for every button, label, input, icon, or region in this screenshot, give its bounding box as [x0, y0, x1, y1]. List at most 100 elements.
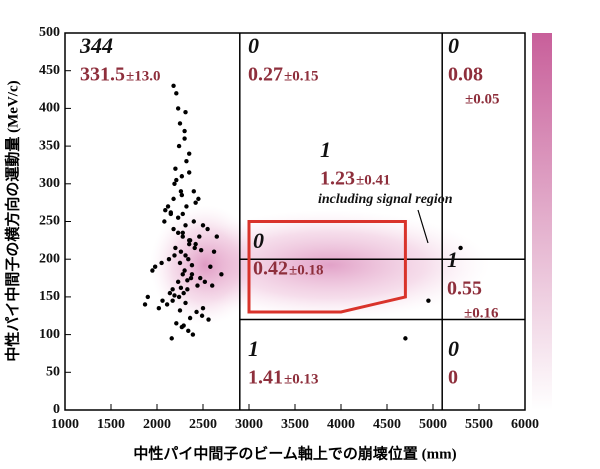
point — [175, 279, 181, 285]
x-tick-label: 1000 — [51, 417, 79, 432]
x-tick-label: 3500 — [281, 417, 309, 432]
point — [177, 308, 183, 313]
point — [178, 189, 184, 194]
point — [176, 294, 182, 300]
point — [180, 272, 185, 277]
event-count: 0 — [253, 228, 264, 253]
error: ±13.0 — [126, 68, 160, 84]
point — [176, 143, 182, 149]
point — [188, 275, 194, 281]
point — [182, 136, 187, 141]
point — [196, 196, 201, 202]
signal-box — [247, 220, 407, 314]
point — [194, 309, 199, 315]
point — [210, 283, 215, 288]
error: ±0.41 — [356, 172, 390, 188]
point — [171, 83, 176, 88]
point — [187, 241, 192, 247]
error: ±0.18 — [289, 262, 323, 278]
point — [175, 230, 181, 236]
point — [214, 234, 219, 239]
point — [458, 245, 463, 251]
point — [197, 234, 202, 239]
point — [175, 215, 181, 220]
x-tick-label: 5500 — [465, 417, 493, 432]
point — [189, 272, 195, 277]
x-axis-label: 中性パイ中間子のビーム軸上での崩壊位置 (mm) — [133, 444, 456, 462]
y-axis-label: 中性パイ中間子の横方向の運動量 (MeV/c) — [3, 80, 21, 361]
x-tick-label: 5000 — [419, 417, 447, 432]
y-tick-label: 200 — [39, 251, 60, 266]
point — [180, 234, 185, 239]
y-tick-label: 250 — [39, 214, 60, 229]
point — [178, 249, 184, 254]
point — [183, 223, 188, 228]
point — [172, 293, 177, 298]
y-tick-label: 300 — [39, 176, 60, 191]
point — [187, 238, 192, 243]
y-tick-label: 350 — [39, 138, 60, 153]
point — [163, 207, 168, 213]
point — [183, 109, 188, 115]
y-tick-label: 500 — [39, 25, 60, 40]
x-tick-label: 4000 — [327, 417, 355, 432]
point — [177, 121, 183, 126]
point — [179, 192, 185, 198]
note: including signal region — [318, 192, 453, 207]
x-tick-label: 6000 — [511, 417, 539, 432]
point — [171, 196, 176, 202]
point — [179, 174, 185, 179]
point — [198, 247, 204, 253]
point — [173, 245, 178, 251]
expected-background: 1.41 — [248, 367, 283, 389]
point — [170, 287, 175, 292]
point — [178, 285, 184, 291]
expected-background: 0.55 — [447, 278, 482, 300]
event-count: 1 — [248, 336, 259, 361]
point — [168, 210, 173, 215]
point — [169, 336, 174, 341]
density-haze — [150, 205, 260, 325]
point — [159, 260, 164, 266]
point — [183, 253, 188, 258]
note-pointer — [417, 209, 429, 244]
event-count: 1 — [320, 137, 331, 162]
point — [183, 300, 188, 306]
x-tick-label: 3000 — [235, 417, 263, 432]
point — [180, 211, 185, 217]
point — [172, 181, 177, 186]
point — [182, 268, 187, 273]
y-tick-label: 400 — [39, 101, 60, 116]
error: ±0.15 — [284, 68, 318, 84]
expected-background: 0 — [448, 367, 458, 389]
point — [187, 170, 192, 175]
point — [150, 268, 155, 273]
point — [189, 263, 195, 268]
event-count: 0 — [448, 33, 459, 58]
point — [184, 158, 189, 164]
point — [186, 257, 191, 262]
point — [198, 275, 203, 281]
event-count: 0 — [448, 336, 459, 361]
y-tick-label: 50 — [46, 365, 60, 380]
color-bar — [532, 33, 552, 410]
point — [173, 166, 178, 171]
event-count: 344 — [79, 33, 113, 58]
point — [186, 328, 191, 334]
point — [195, 283, 200, 288]
point — [174, 91, 179, 96]
point — [202, 279, 208, 285]
expected-background: 0.08 — [448, 64, 483, 86]
point — [181, 323, 186, 328]
error: ±0.05 — [465, 91, 499, 107]
point — [145, 294, 150, 300]
point — [172, 253, 177, 258]
point — [193, 241, 198, 247]
point — [208, 264, 213, 269]
point — [206, 317, 211, 322]
point — [177, 260, 183, 266]
point — [181, 290, 186, 296]
event-count: 0 — [248, 33, 259, 58]
point — [170, 298, 175, 303]
